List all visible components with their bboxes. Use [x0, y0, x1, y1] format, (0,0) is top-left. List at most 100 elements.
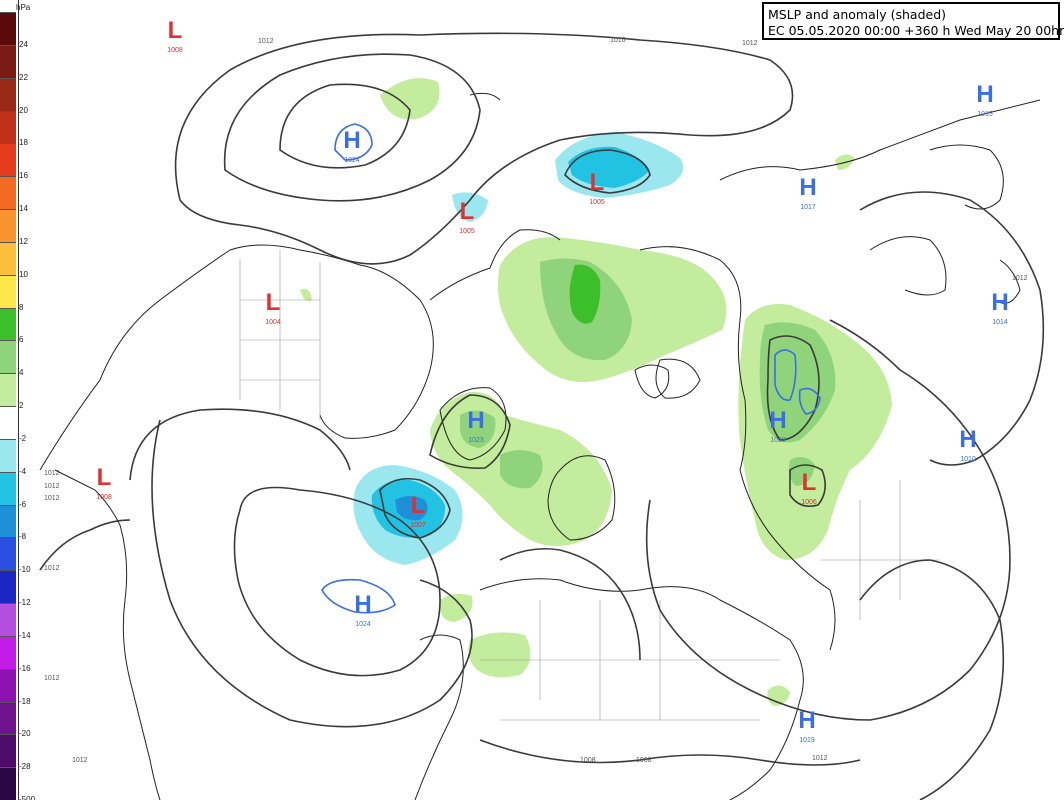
legend-swatch	[0, 77, 16, 111]
pressure-center: L 1005	[459, 198, 475, 235]
center-value: 1024	[344, 157, 360, 164]
center-letter: L	[97, 464, 112, 491]
isobar-caribbean	[39, 519, 131, 571]
pressure-center: L 1005	[589, 169, 605, 206]
center-value: 1007	[410, 522, 426, 529]
pressure-center: H 1017	[799, 174, 816, 211]
isobar-iceland	[429, 394, 511, 470]
isobar-atlantic-outer	[129, 408, 351, 481]
pressure-center: H 1024	[354, 591, 371, 628]
isobars	[39, 32, 1045, 800]
center-value: 1006	[801, 499, 817, 506]
legend-swatch	[0, 734, 16, 768]
center-letter: H	[959, 426, 976, 453]
pressure-center: H 1024	[343, 127, 360, 164]
isobar-label: 1012	[44, 495, 60, 502]
map-subtitle: EC 05.05.2020 00:00 +360 h Wed May 20 00…	[768, 23, 1064, 38]
center-letter: H	[343, 127, 360, 154]
coastlines	[39, 92, 1041, 800]
center-letter: L	[802, 469, 817, 496]
legend-swatch	[0, 307, 16, 341]
legend-swatch	[0, 668, 16, 702]
isobar-label: 1012	[258, 38, 274, 45]
center-letter: L	[411, 492, 426, 519]
legend-swatch	[0, 635, 16, 670]
legend-swatch	[0, 176, 16, 210]
center-letter: H	[467, 407, 484, 434]
isobar-north-pacific-outer	[174, 32, 794, 265]
legend-swatch	[0, 406, 16, 440]
legend-label: 4	[19, 368, 24, 378]
center-value: 1004	[265, 319, 281, 326]
pressure-center: L 1006	[801, 469, 817, 506]
center-value: 1017	[800, 204, 816, 211]
isobar-label: 1016	[610, 37, 626, 44]
pressure-center: L 1008	[167, 17, 183, 54]
legend-label: -500	[19, 795, 36, 800]
borders	[239, 250, 940, 721]
isobar-label: 1012	[44, 565, 60, 572]
legend-label: 18	[19, 138, 28, 148]
center-value: 1019	[799, 737, 815, 744]
pressure-center: H 1023	[467, 407, 484, 444]
title-box: MSLP and anomaly (shaded) EC 05.05.2020 …	[762, 2, 1064, 40]
isobar-pacific-east	[859, 191, 1045, 466]
legend-swatch	[0, 701, 16, 735]
legend-label: 10	[19, 269, 28, 279]
center-value: 1005	[459, 228, 475, 235]
legend-label: -20	[19, 729, 31, 739]
pressure-center: H 1019	[798, 707, 815, 744]
legend-swatch	[0, 340, 16, 374]
pressure-center: H 1015	[976, 81, 993, 118]
legend-unit: hPa	[16, 3, 31, 12]
pressure-centers: L 1008 H 1024 L 1005 L 1005 H 1017 H 101…	[96, 17, 1008, 744]
legend-swatch	[0, 110, 16, 144]
isobar-north-pacific-mid	[223, 53, 481, 202]
anomaly-shading-positive-peak	[569, 264, 601, 324]
center-letter: L	[266, 289, 281, 316]
legend-swatch	[0, 537, 16, 571]
legend-swatch	[0, 143, 16, 177]
legend-swatch	[0, 241, 16, 276]
legend-label: -12	[19, 598, 31, 607]
center-value: 1005	[589, 199, 605, 206]
pressure-center: L 1004	[265, 289, 281, 326]
isobar-label: 1012	[44, 470, 60, 477]
legend-swatch	[0, 12, 16, 46]
legend-label: -16	[19, 663, 31, 673]
legend-label: -18	[19, 696, 31, 706]
legend-label: 14	[19, 204, 28, 213]
legend-swatch	[0, 471, 16, 505]
isobar-label: 1012	[44, 675, 60, 682]
center-letter: H	[354, 591, 371, 618]
center-letter: H	[798, 707, 815, 734]
legend-label: -2	[19, 433, 27, 443]
center-value: 1029	[770, 437, 786, 444]
isobar-east-asia-low	[789, 464, 826, 508]
isobar-pacific-sw	[859, 559, 1005, 800]
legend-label: -6	[19, 499, 27, 509]
legend-swatch	[0, 44, 16, 79]
center-letter: H	[991, 289, 1008, 316]
isobar-north-pacific-inner	[279, 83, 411, 169]
center-letter: H	[799, 174, 816, 201]
isobar-south-asia	[479, 739, 861, 766]
isobar-label: 1008	[636, 757, 652, 764]
isobar-siberia-low	[564, 149, 651, 194]
legend-label: 24	[19, 39, 28, 49]
isobar-label: 1012	[812, 755, 828, 762]
legend-swatch	[0, 274, 16, 308]
center-letter: L	[168, 17, 183, 44]
legend-swatch	[0, 438, 16, 473]
legend-label: 12	[19, 236, 28, 246]
isobar-atlantic-lower	[151, 419, 473, 728]
isobar-azores-high	[233, 486, 441, 677]
center-value: 1008	[96, 494, 112, 501]
anomaly-color-legend	[0, 0, 19, 800]
isobar-label: 1008	[580, 757, 596, 764]
legend-label: -8	[19, 532, 27, 542]
legend-label: 8	[19, 302, 24, 312]
